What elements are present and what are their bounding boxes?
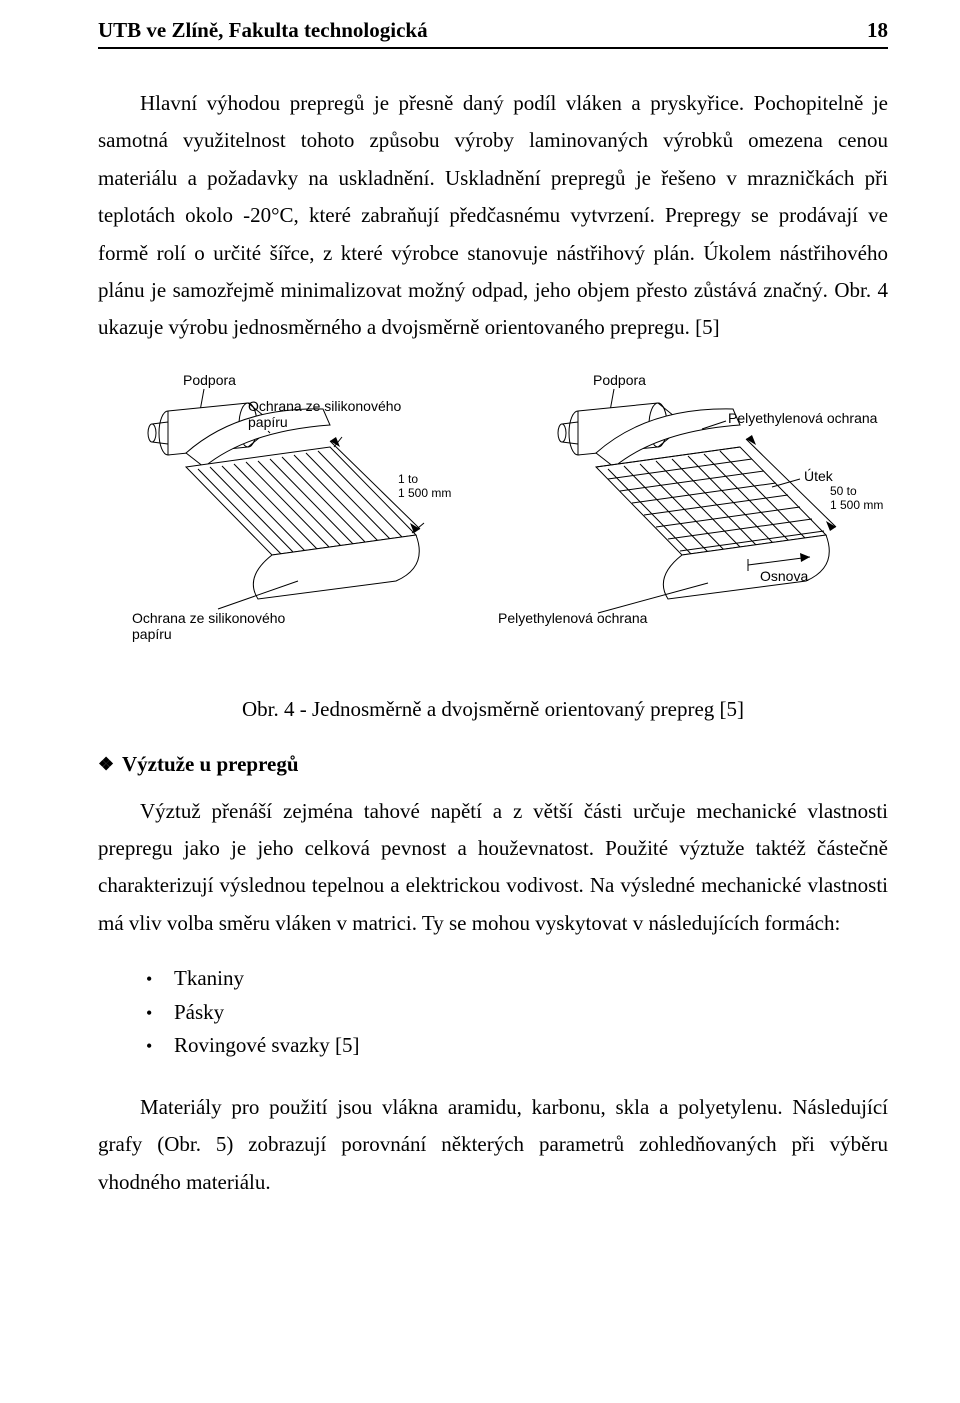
figure-4-svg: Podpora <box>98 367 888 657</box>
svg-text:1 500 mm: 1 500 mm <box>830 498 883 512</box>
list-item: Tkaniny <box>150 962 888 996</box>
figure-4-caption: Obr. 4 - Jednosměrně a dvojsměrně orient… <box>98 697 888 722</box>
label-pe-top: Pelyethylenová ochrana <box>728 410 878 426</box>
section-heading-vyztuze: ❖ Výztuže u prepregů <box>98 752 888 777</box>
label-ochrana-bottom: Ochrana ze silikonového papíru <box>132 610 289 642</box>
label-podpora-left: Podpora <box>183 372 236 388</box>
right-diagram: Podpora <box>498 372 883 626</box>
svg-text:1 500 mm: 1 500 mm <box>398 486 451 500</box>
svg-text:50 to: 50 to <box>830 484 857 498</box>
section-heading-text: Výztuže u prepregů <box>122 752 299 776</box>
bullet-list: Tkaniny Pásky Rovingové svazky [5] <box>150 962 888 1063</box>
list-item: Pásky <box>150 996 888 1030</box>
header-title: UTB ve Zlíně, Fakulta technologická <box>98 18 428 43</box>
label-pe-bottom: Pelyethylenová ochrana <box>498 610 648 626</box>
paragraph-3: Materiály pro použití jsou vlákna aramid… <box>98 1089 888 1201</box>
figure-4: Podpora <box>98 367 888 657</box>
page-header: UTB ve Zlíně, Fakulta technologická 18 <box>98 18 888 49</box>
paragraph-1: Hlavní výhodou prepregů je přesně daný p… <box>98 85 888 347</box>
svg-text:Osnova: Osnova <box>760 568 808 584</box>
list-item: Rovingové svazky [5] <box>150 1029 888 1063</box>
sheet-left <box>186 447 416 555</box>
diamond-bullet-icon: ❖ <box>98 754 112 775</box>
svg-text:1 to: 1 to <box>398 472 418 486</box>
label-podpora-right: Podpora <box>593 372 646 388</box>
label-utek: Útek <box>804 468 834 484</box>
left-diagram: Podpora <box>132 372 451 642</box>
page-number: 18 <box>867 18 888 43</box>
page-container: UTB ve Zlíně, Fakulta technologická 18 H… <box>0 0 960 1261</box>
paragraph-2: Výztuž přenáší zejména tahové napětí a z… <box>98 793 888 943</box>
sheet-right <box>596 447 826 555</box>
